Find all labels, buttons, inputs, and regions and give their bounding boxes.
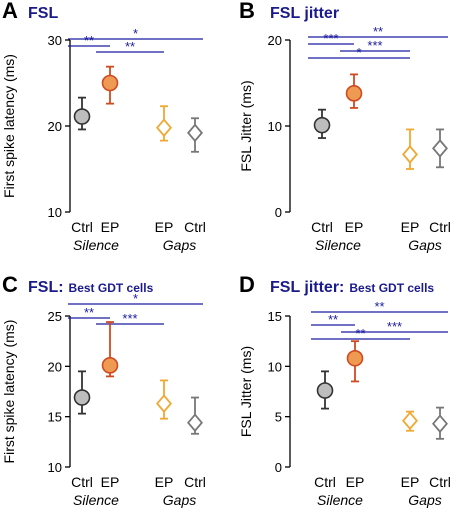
panel-letter: A bbox=[2, 0, 18, 23]
y-axis-label: FSL Jitter (ms) bbox=[238, 80, 254, 171]
significance-label: * bbox=[133, 26, 138, 41]
panel-title: FSL jitter bbox=[270, 5, 339, 22]
category-label: Ctrl bbox=[429, 219, 451, 235]
y-axis-label: First spike latency (ms) bbox=[1, 54, 17, 198]
data-point bbox=[316, 382, 334, 399]
category-label: EP bbox=[345, 219, 364, 235]
category-label: EP bbox=[155, 219, 174, 235]
y-tick-label: 20 bbox=[268, 33, 282, 48]
group-label: Silence bbox=[73, 237, 119, 253]
category-label: EP bbox=[346, 474, 365, 490]
category-label: EP bbox=[101, 219, 120, 235]
y-tick-label: 15 bbox=[48, 410, 62, 425]
y-tick-label: 10 bbox=[48, 205, 62, 220]
category-label: Ctrl bbox=[71, 219, 93, 235]
significance-label: * bbox=[356, 45, 361, 60]
panel-c: C FSL: Best GDT cells 10 15 20 25 First spike l… bbox=[1, 272, 206, 508]
data-point bbox=[187, 123, 203, 143]
category-label: EP bbox=[401, 219, 420, 235]
y-tick-label: 15 bbox=[268, 309, 282, 324]
panel-title-main: FSL bbox=[28, 5, 58, 22]
panel-letter: C bbox=[2, 272, 18, 297]
significance-label: ** bbox=[328, 312, 338, 327]
panel-title: FSL jitter: Best GDT cells bbox=[270, 279, 434, 296]
significance-label: *** bbox=[367, 38, 382, 53]
data-point bbox=[346, 349, 364, 367]
significance-label: ** bbox=[373, 24, 383, 39]
significance-label: ** bbox=[84, 33, 94, 48]
panel-title: FSL bbox=[28, 5, 58, 22]
data-point bbox=[432, 414, 448, 434]
category-label: Ctrl bbox=[429, 474, 451, 490]
significance-label: ** bbox=[125, 39, 135, 54]
category-label: Ctrl bbox=[311, 219, 333, 235]
data-point bbox=[156, 394, 172, 413]
panel-title-sub: Best GDT cells bbox=[69, 281, 154, 295]
panel-letter: D bbox=[239, 272, 255, 297]
category-label: Ctrl bbox=[71, 474, 93, 490]
panel-title-main: FSL jitter: bbox=[270, 279, 344, 296]
y-tick-label: 30 bbox=[48, 33, 62, 48]
panel-title: FSL: Best GDT cells bbox=[28, 279, 154, 296]
significance-label: ** bbox=[84, 305, 94, 320]
panel-d: D FSL jitter: Best GDT cells 0 5 10 15 FSL Jitt… bbox=[238, 272, 451, 508]
significance-label: *** bbox=[323, 31, 338, 46]
group-label: Gaps bbox=[163, 237, 196, 253]
panel-a: A FSL 10 20 30 First spike latency (ms) Ctrl EP… bbox=[1, 0, 206, 253]
y-tick-label: 10 bbox=[268, 359, 282, 374]
panel-title-sub: Best GDT cells bbox=[349, 281, 434, 295]
significance-label: *** bbox=[387, 319, 402, 334]
significance-label: ** bbox=[374, 299, 384, 314]
group-label: Gaps bbox=[163, 492, 196, 508]
panel-b: B FSL jitter 0 10 20 FSL Jitter (ms) Ctrl EP EP C… bbox=[238, 0, 451, 253]
y-tick-label: 10 bbox=[268, 119, 282, 134]
category-label: EP bbox=[401, 474, 420, 490]
data-point bbox=[432, 138, 448, 158]
significance-label: *** bbox=[122, 311, 137, 326]
category-label: Ctrl bbox=[184, 474, 206, 490]
data-point bbox=[73, 108, 91, 125]
y-tick-label: 20 bbox=[48, 119, 62, 134]
panel-title-main: FSL: bbox=[28, 279, 64, 296]
panel-title-main: FSL jitter bbox=[270, 5, 339, 22]
significance-label: * bbox=[133, 291, 138, 306]
significance-label: ** bbox=[355, 326, 365, 341]
data-point bbox=[402, 144, 418, 164]
data-point bbox=[101, 357, 119, 374]
category-label: EP bbox=[101, 474, 120, 490]
category-label: EP bbox=[155, 474, 174, 490]
y-tick-label: 10 bbox=[48, 460, 62, 475]
y-tick-label: 0 bbox=[275, 460, 282, 475]
data-point bbox=[313, 116, 331, 134]
y-axis-label: First spike latency (ms) bbox=[1, 320, 17, 464]
group-label: Silence bbox=[317, 492, 363, 508]
y-tick-label: 25 bbox=[48, 309, 62, 324]
group-label: Silence bbox=[315, 237, 361, 253]
data-point bbox=[402, 411, 418, 431]
data-point bbox=[73, 389, 91, 406]
data-point bbox=[156, 118, 172, 138]
group-label: Gaps bbox=[408, 492, 441, 508]
category-label: Ctrl bbox=[184, 219, 206, 235]
data-point bbox=[345, 85, 363, 102]
y-tick-label: 0 bbox=[275, 205, 282, 220]
data-point bbox=[187, 413, 203, 433]
data-point bbox=[101, 74, 119, 92]
panel-letter: B bbox=[239, 0, 255, 23]
y-tick-label: 5 bbox=[275, 410, 282, 425]
group-label: Gaps bbox=[408, 237, 441, 253]
y-tick-label: 20 bbox=[48, 359, 62, 374]
y-axis-label: FSL Jitter (ms) bbox=[238, 346, 254, 437]
group-label: Silence bbox=[73, 492, 119, 508]
category-label: Ctrl bbox=[314, 474, 336, 490]
